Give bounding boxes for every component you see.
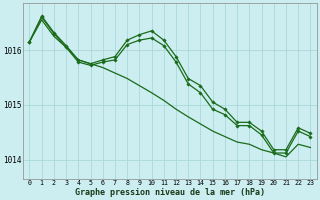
X-axis label: Graphe pression niveau de la mer (hPa): Graphe pression niveau de la mer (hPa) xyxy=(75,188,265,197)
